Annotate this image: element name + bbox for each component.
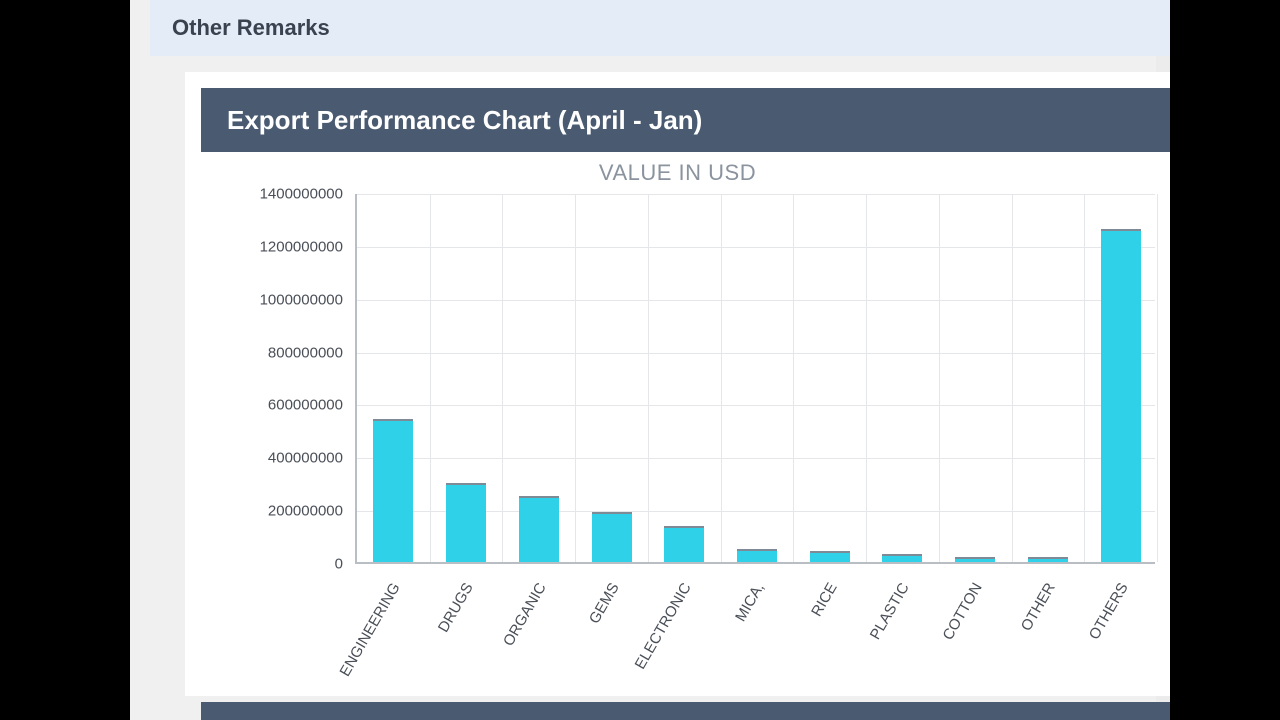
chart-subtitle: VALUE IN USD bbox=[185, 160, 1170, 186]
y-tick-label: 600000000 bbox=[268, 397, 343, 414]
bar[interactable] bbox=[810, 551, 850, 562]
bar[interactable] bbox=[519, 496, 559, 562]
y-tick-label: 0 bbox=[335, 556, 343, 573]
next-card-title-bar bbox=[201, 702, 1170, 720]
section-header: Other Remarks bbox=[150, 0, 1170, 56]
y-tick-label: 800000000 bbox=[268, 344, 343, 361]
bar[interactable] bbox=[592, 512, 632, 562]
card-title-bar: Export Performance Chart (April - Jan) bbox=[201, 88, 1170, 152]
bar[interactable] bbox=[664, 526, 704, 562]
bars-layer bbox=[357, 194, 1155, 562]
bar[interactable] bbox=[955, 557, 995, 562]
bar[interactable] bbox=[446, 483, 486, 562]
app-frame: Other Remarks Export Performance Chart (… bbox=[130, 0, 1170, 720]
x-tick-label: ORGANIC bbox=[500, 580, 550, 649]
chart-card: Export Performance Chart (April - Jan) V… bbox=[185, 72, 1170, 696]
x-tick-label: DRUGS bbox=[435, 580, 477, 635]
y-axis-ticks: 0200000000400000000600000000800000000100… bbox=[185, 194, 355, 564]
bar[interactable] bbox=[1101, 229, 1141, 562]
x-tick-label: GEMS bbox=[585, 580, 622, 627]
x-tick-label: OTHERS bbox=[1085, 580, 1131, 643]
section-header-label: Other Remarks bbox=[172, 15, 330, 41]
x-tick-label: ENGINEERING bbox=[337, 580, 404, 679]
bar[interactable] bbox=[1028, 557, 1068, 562]
y-tick-label: 200000000 bbox=[268, 503, 343, 520]
bar[interactable] bbox=[373, 419, 413, 562]
y-tick-label: 1000000000 bbox=[260, 291, 343, 308]
x-tick-label: PLASTIC bbox=[867, 580, 913, 643]
x-tick-label: ELECTRONIC bbox=[632, 580, 695, 672]
bar[interactable] bbox=[882, 554, 922, 562]
x-tick-label: OTHER bbox=[1018, 580, 1059, 634]
y-tick-label: 1200000000 bbox=[260, 238, 343, 255]
x-tick-label: MICA, bbox=[732, 580, 768, 625]
x-tick-label: RICE bbox=[808, 580, 841, 620]
card-title: Export Performance Chart (April - Jan) bbox=[227, 105, 702, 136]
v-gridline bbox=[1157, 194, 1158, 562]
x-tick-label: COTTON bbox=[940, 580, 986, 643]
bar[interactable] bbox=[737, 549, 777, 562]
y-tick-label: 400000000 bbox=[268, 450, 343, 467]
plot-area bbox=[355, 194, 1155, 564]
y-tick-label: 1400000000 bbox=[260, 186, 343, 203]
x-axis-labels: ENGINEERINGDRUGSORGANICGEMSELECTRONICMIC… bbox=[355, 572, 1155, 692]
chart-area: VALUE IN USD 0 200000000 400000000 60000000… bbox=[185, 158, 1170, 696]
